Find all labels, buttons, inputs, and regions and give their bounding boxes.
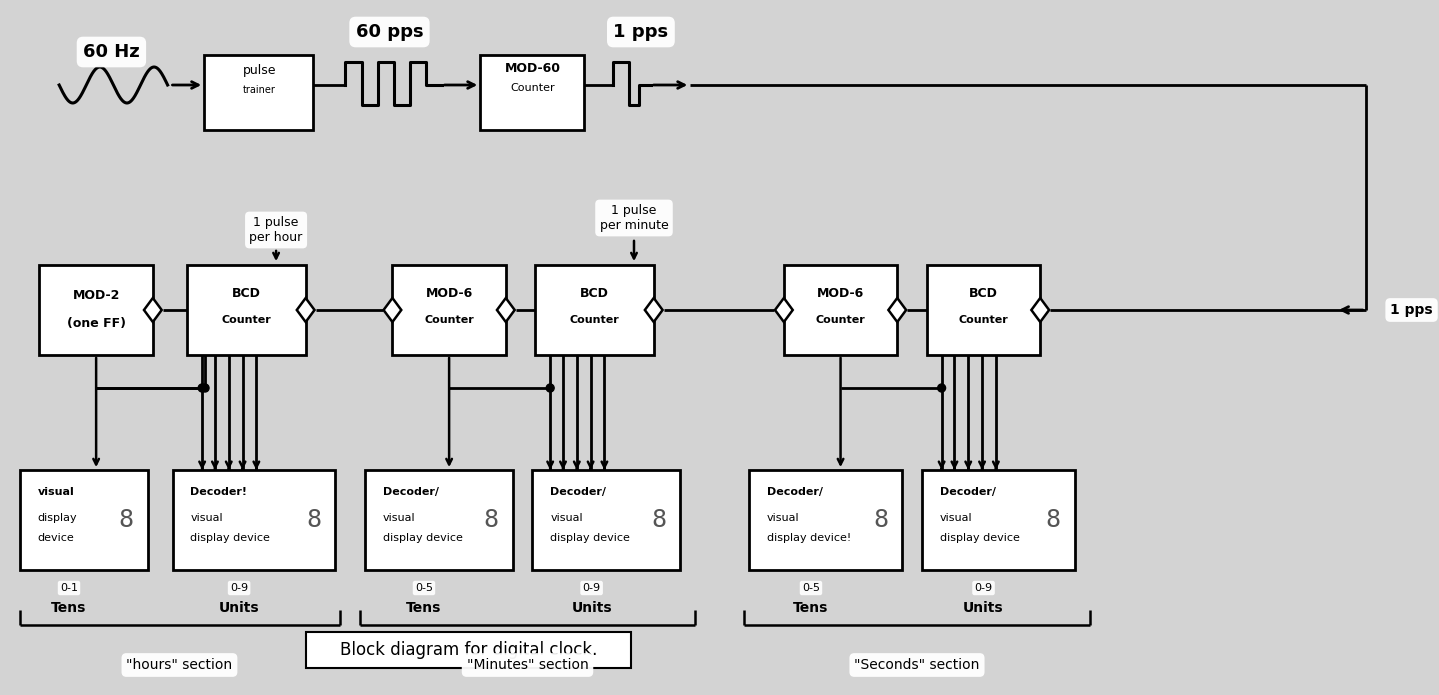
Text: Decoder/: Decoder/	[767, 487, 823, 497]
Polygon shape	[776, 298, 793, 322]
Text: 1 pulse
per hour: 1 pulse per hour	[249, 216, 302, 244]
Polygon shape	[144, 298, 161, 322]
Text: 8: 8	[484, 508, 498, 532]
Text: display device: display device	[190, 533, 271, 543]
Text: 8: 8	[307, 508, 321, 532]
Text: visual: visual	[383, 513, 416, 523]
Text: "hours" section: "hours" section	[127, 658, 233, 672]
Text: Tens: Tens	[793, 601, 829, 615]
Text: device: device	[37, 533, 75, 543]
Text: 60 Hz: 60 Hz	[83, 43, 140, 61]
FancyBboxPatch shape	[187, 265, 305, 355]
Text: "Minutes" section: "Minutes" section	[466, 658, 589, 672]
Text: 0-1: 0-1	[60, 583, 78, 593]
Text: 1 pps: 1 pps	[1390, 303, 1433, 317]
Polygon shape	[888, 298, 907, 322]
FancyBboxPatch shape	[532, 470, 681, 570]
Text: display: display	[37, 513, 78, 523]
Text: 8: 8	[873, 508, 888, 532]
Text: display device!: display device!	[767, 533, 852, 543]
Text: display device: display device	[383, 533, 462, 543]
Text: Decoder/: Decoder/	[940, 487, 996, 497]
Text: Decoder/: Decoder/	[383, 487, 439, 497]
FancyBboxPatch shape	[393, 265, 507, 355]
FancyBboxPatch shape	[204, 55, 312, 130]
Text: MOD-6: MOD-6	[817, 286, 865, 300]
Text: Counter: Counter	[425, 315, 473, 325]
Polygon shape	[296, 298, 315, 322]
Text: Counter: Counter	[570, 315, 619, 325]
Text: Tens: Tens	[52, 601, 86, 615]
FancyBboxPatch shape	[922, 470, 1075, 570]
Text: visual: visual	[550, 513, 583, 523]
Circle shape	[938, 384, 945, 392]
Text: visual: visual	[940, 513, 973, 523]
Text: visual: visual	[190, 513, 223, 523]
Text: Tens: Tens	[406, 601, 442, 615]
Text: visual: visual	[767, 513, 800, 523]
Text: 0-9: 0-9	[974, 583, 993, 593]
Text: pulse: pulse	[243, 63, 276, 76]
FancyBboxPatch shape	[173, 470, 335, 570]
Text: 0-9: 0-9	[230, 583, 248, 593]
Text: MOD-6: MOD-6	[426, 286, 473, 300]
Text: "Seconds" section: "Seconds" section	[855, 658, 980, 672]
Text: 8: 8	[118, 508, 134, 532]
Text: display device: display device	[550, 533, 630, 543]
Text: 1 pps: 1 pps	[613, 23, 669, 41]
Text: Counter: Counter	[511, 83, 555, 93]
Circle shape	[199, 384, 206, 392]
Text: 1 pulse
per minute: 1 pulse per minute	[600, 204, 668, 232]
Text: Decoder/: Decoder/	[550, 487, 606, 497]
Text: 8: 8	[650, 508, 666, 532]
Text: MOD-2: MOD-2	[72, 288, 119, 302]
Polygon shape	[384, 298, 401, 322]
Text: display device: display device	[940, 533, 1019, 543]
Text: Decoder!: Decoder!	[190, 487, 248, 497]
Text: Counter: Counter	[958, 315, 1009, 325]
Text: Counter: Counter	[222, 315, 272, 325]
Circle shape	[547, 384, 554, 392]
Text: 0-5: 0-5	[802, 583, 820, 593]
Text: Units: Units	[963, 601, 1004, 615]
FancyBboxPatch shape	[750, 470, 902, 570]
Text: 60 pps: 60 pps	[355, 23, 423, 41]
Polygon shape	[645, 298, 662, 322]
Text: 0-9: 0-9	[583, 583, 600, 593]
Polygon shape	[496, 298, 515, 322]
Text: Units: Units	[219, 601, 259, 615]
FancyBboxPatch shape	[305, 632, 632, 668]
Text: BCD: BCD	[232, 286, 260, 300]
Polygon shape	[1032, 298, 1049, 322]
Text: visual: visual	[37, 487, 75, 497]
Text: BCD: BCD	[968, 286, 999, 300]
FancyBboxPatch shape	[927, 265, 1040, 355]
FancyBboxPatch shape	[481, 55, 584, 130]
Text: Block diagram for digital clock.: Block diagram for digital clock.	[340, 641, 597, 659]
Text: 0-5: 0-5	[414, 583, 433, 593]
FancyBboxPatch shape	[39, 265, 153, 355]
Text: 8: 8	[1046, 508, 1061, 532]
Text: (one FF): (one FF)	[66, 316, 125, 329]
FancyBboxPatch shape	[20, 470, 148, 570]
Text: BCD: BCD	[580, 286, 609, 300]
Text: MOD-60: MOD-60	[505, 61, 560, 74]
FancyBboxPatch shape	[535, 265, 653, 355]
Text: trainer: trainer	[243, 85, 276, 95]
FancyBboxPatch shape	[784, 265, 898, 355]
FancyBboxPatch shape	[366, 470, 512, 570]
Text: Counter: Counter	[816, 315, 865, 325]
Circle shape	[201, 384, 209, 392]
Text: Units: Units	[571, 601, 612, 615]
